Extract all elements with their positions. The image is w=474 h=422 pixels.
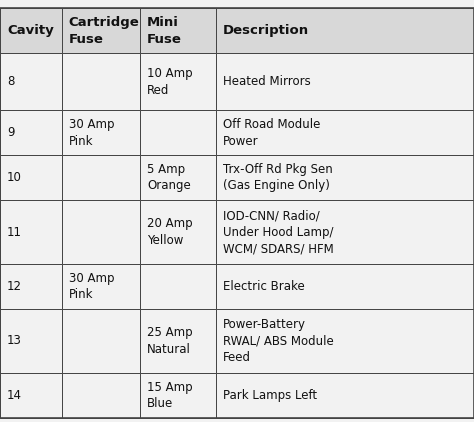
Bar xyxy=(62,264,140,309)
Text: Heated Mirrors: Heated Mirrors xyxy=(223,76,310,88)
Bar xyxy=(140,373,216,418)
Text: 10 Amp
Red: 10 Amp Red xyxy=(147,67,192,97)
Bar xyxy=(0,200,62,264)
Text: Mini
Fuse: Mini Fuse xyxy=(147,16,182,46)
Text: 8: 8 xyxy=(7,76,15,88)
Text: 30 Amp
Pink: 30 Amp Pink xyxy=(69,272,114,301)
Bar xyxy=(62,8,140,53)
Bar xyxy=(140,8,216,53)
Bar xyxy=(140,264,216,309)
Bar xyxy=(216,309,474,373)
Text: 14: 14 xyxy=(7,389,22,402)
Text: Park Lamps Left: Park Lamps Left xyxy=(223,389,317,402)
Bar xyxy=(0,110,62,155)
Text: 10: 10 xyxy=(7,171,22,184)
Text: 13: 13 xyxy=(7,334,22,347)
Text: 11: 11 xyxy=(7,226,22,238)
Bar xyxy=(140,200,216,264)
Bar xyxy=(216,200,474,264)
Bar xyxy=(0,264,62,309)
Bar xyxy=(216,264,474,309)
Bar xyxy=(0,373,62,418)
Text: 15 Amp
Blue: 15 Amp Blue xyxy=(147,381,192,410)
Text: Cartridge
Fuse: Cartridge Fuse xyxy=(69,16,139,46)
Bar xyxy=(140,155,216,200)
Bar xyxy=(140,309,216,373)
Text: Trx-Off Rd Pkg Sen
(Gas Engine Only): Trx-Off Rd Pkg Sen (Gas Engine Only) xyxy=(223,163,333,192)
Bar xyxy=(62,373,140,418)
Text: Power-Battery
RWAL/ ABS Module
Feed: Power-Battery RWAL/ ABS Module Feed xyxy=(223,318,334,364)
Bar xyxy=(216,53,474,110)
Bar xyxy=(62,155,140,200)
Bar xyxy=(140,53,216,110)
Text: IOD-CNN/ Radio/
Under Hood Lamp/
WCM/ SDARS/ HFM: IOD-CNN/ Radio/ Under Hood Lamp/ WCM/ SD… xyxy=(223,209,334,255)
Bar xyxy=(62,309,140,373)
Text: 20 Amp
Yellow: 20 Amp Yellow xyxy=(147,217,192,247)
Text: Off Road Module
Power: Off Road Module Power xyxy=(223,118,320,148)
Bar xyxy=(0,8,62,53)
Bar xyxy=(216,8,474,53)
Text: 5 Amp
Orange: 5 Amp Orange xyxy=(147,163,191,192)
Bar xyxy=(62,53,140,110)
Text: 25 Amp
Natural: 25 Amp Natural xyxy=(147,326,192,356)
Text: 30 Amp
Pink: 30 Amp Pink xyxy=(69,118,114,148)
Bar xyxy=(0,53,62,110)
Bar xyxy=(0,309,62,373)
Text: Cavity: Cavity xyxy=(7,24,54,38)
Bar xyxy=(0,155,62,200)
Text: Description: Description xyxy=(223,24,309,38)
Text: Electric Brake: Electric Brake xyxy=(223,280,304,293)
Bar xyxy=(216,373,474,418)
Text: 12: 12 xyxy=(7,280,22,293)
Text: 9: 9 xyxy=(7,126,15,139)
Bar xyxy=(62,200,140,264)
Bar xyxy=(62,110,140,155)
Bar xyxy=(140,110,216,155)
Bar xyxy=(216,155,474,200)
Bar xyxy=(216,110,474,155)
